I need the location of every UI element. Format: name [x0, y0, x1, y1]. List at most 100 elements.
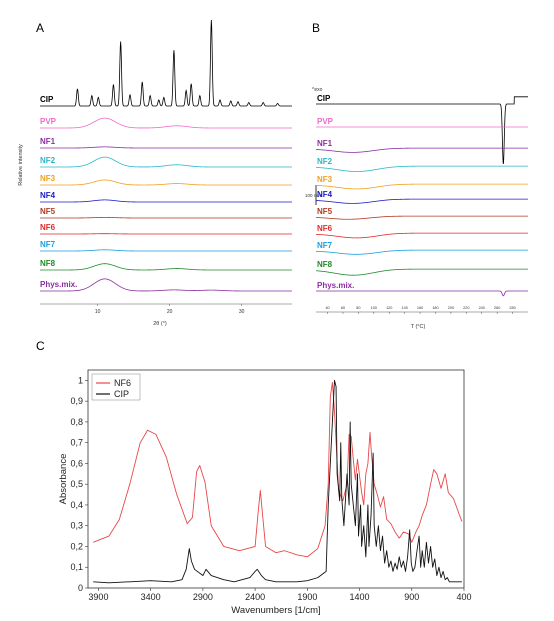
panel-letter-a: A [36, 21, 44, 35]
panel-c-y-tick-label: 0,5 [70, 479, 83, 489]
panel-c-x-tick-label: 3400 [141, 592, 161, 602]
panel-a-trace-physmix [40, 278, 292, 292]
panel-c-y-tick-label: 1 [78, 375, 83, 385]
panel-c-x-tick-label: 2400 [245, 592, 265, 602]
panel-b-label-nf8: NF8 [317, 260, 333, 269]
panel-a-label-nf4: NF4 [40, 191, 56, 200]
panel-b-trace-cip [316, 96, 528, 165]
panel-a-trace-nf1 [40, 146, 292, 149]
panel-c-x-tick-label: 900 [404, 592, 419, 602]
panel-c-plot-frame [87, 369, 465, 589]
panel-a-trace-labels: CIP PVP NF1 NF2 NF3 NF4 NF5 NF6 NF7 NF8 Phys.mix. [40, 95, 77, 289]
panel-b-trace-nf7 [315, 249, 528, 255]
panel-b-label-nf4: NF4 [317, 190, 333, 199]
panel-a-x-tick-label: 10 [95, 309, 101, 315]
panel-a-trace-cip [40, 19, 292, 107]
panel-c-legend-label-cip: CIP [114, 389, 129, 399]
panel-b-label-nf2: NF2 [317, 157, 333, 166]
panel-a-label-cip: CIP [40, 95, 54, 104]
panel-a-trace-pvp [40, 117, 292, 129]
panel-c-y-label: Absorbance [58, 454, 69, 505]
panel-a-traces [40, 19, 292, 292]
panel-b-x-label: T (°C) [411, 324, 426, 330]
panel-a-xrpd: 10 20 30 CIP PVP NF1 NF2 NF3 NF4 NF5 NF6 NF7 NF8 Phy… [18, 19, 292, 327]
panel-b-x-tick-label: 200 [448, 306, 454, 310]
panel-b-x-ticks: 40 60 80 100 120 140 160 180 200 220 240 260 280 [325, 306, 516, 314]
panel-b-trace-nf4 [315, 198, 528, 204]
panel-c-y-tick-label: 0,8 [70, 417, 83, 427]
panel-b-x-tick-label: 220 [463, 306, 469, 310]
panel-a-label-nf2: NF2 [40, 156, 56, 165]
panel-b-label-nf6: NF6 [317, 224, 333, 233]
panel-a-trace-nf2 [40, 156, 292, 168]
panel-letter-c: C [36, 339, 45, 353]
panel-b-exo-label: ^exo [312, 87, 323, 93]
panel-a-label-pvp: PVP [40, 117, 57, 126]
panel-a-trace-nf7 [40, 249, 292, 252]
panel-c-x-tick-label: 400 [456, 592, 471, 602]
panel-b-label-physmix: Phys.mix. [317, 281, 354, 290]
panel-a-x-tick-label: 20 [167, 309, 173, 315]
panel-b-x-tick-label: 60 [341, 306, 345, 310]
panel-a-label-physmix: Phys.mix. [40, 280, 77, 289]
panel-a-label-nf7: NF7 [40, 240, 56, 249]
panel-a-label-nf3: NF3 [40, 174, 56, 183]
panel-b-trace-labels: CIP PVP NF1 NF2 NF3 NF4 NF5 NF6 NF7 NF8 Phys.mix. [317, 94, 354, 290]
panel-b-trace-nf2 [315, 165, 528, 172]
panel-b-x-tick-label: 180 [432, 306, 438, 310]
panel-b-label-nf7: NF7 [317, 241, 333, 250]
panel-a-label-nf5: NF5 [40, 207, 56, 216]
panel-c-y-tick-label: 0 [78, 583, 83, 593]
panel-c-x-tick-label: 1400 [350, 592, 370, 602]
panel-a-trace-nf5 [40, 217, 292, 219]
panel-c-legend-label-nf6: NF6 [114, 378, 131, 388]
panel-c-y-tick-label: 0,2 [70, 541, 83, 551]
panel-b-x-tick-label: 260 [494, 306, 500, 310]
panel-b-trace-nf1 [315, 147, 528, 153]
panel-b-label-cip: CIP [317, 94, 331, 103]
panel-a-label-nf1: NF1 [40, 137, 56, 146]
panel-a-x-ticks: 10 20 30 [95, 304, 245, 315]
panel-b-x-tick-label: 140 [401, 306, 407, 310]
panel-c-ftir: 0 0,1 0,2 0,3 0,4 0,5 0,6 0,7 0,8 0,9 1 3900 3400 290… [58, 369, 472, 616]
panel-c-y-tick-label: 0,3 [70, 521, 83, 531]
panel-b-traces [315, 96, 528, 297]
panel-b-x-tick-label: 40 [325, 306, 329, 310]
panel-c-y-tick-label: 0,1 [70, 562, 83, 572]
panel-a-trace-nf4 [40, 199, 292, 203]
panel-c-x-label: Wavenumbers [1/cm] [231, 605, 320, 616]
panel-b-x-tick-label: 240 [479, 306, 485, 310]
panel-b-label-nf1: NF1 [317, 139, 333, 148]
panel-c-traces [93, 379, 463, 584]
panel-c-legend-box [91, 373, 141, 401]
panel-b-x-tick-label: 80 [356, 306, 360, 310]
panel-b-label-nf5: NF5 [317, 207, 333, 216]
panel-c-ticks: 0 0,1 0,2 0,3 0,4 0,5 0,6 0,7 0,8 0,9 1 3900 3400 290… [70, 375, 471, 602]
panel-b-trace-physmix [316, 290, 528, 297]
panel-b-label-pvp: PVP [317, 117, 334, 126]
panel-b-x-tick-label: 120 [386, 306, 392, 310]
panel-c-y-tick-label: 0,4 [70, 500, 83, 510]
panel-a-trace-nf3 [40, 179, 292, 186]
panel-c-trace-cip [93, 379, 462, 584]
panel-c-y-tick-label: 0,9 [70, 396, 83, 406]
panel-c-x-tick-label: 2900 [193, 592, 213, 602]
panel-b-scale-bar-label: 100 mW [305, 193, 323, 198]
panel-b-x-tick-label: 280 [509, 306, 515, 310]
panel-letter-b: B [312, 21, 320, 35]
panel-c-y-tick-label: 0,6 [70, 458, 83, 468]
panel-a-y-label: Relative intensity [18, 144, 24, 186]
panel-c-trace-nf6 [93, 382, 463, 558]
panel-b-x-tick-label: 160 [417, 306, 423, 310]
panel-b-dsc: ^exo 100 mW 40 60 80 100 120 140 160 180 200 220 2… [305, 87, 528, 330]
panel-a-x-label: 2θ (°) [153, 321, 167, 327]
panel-b-trace-nf5 [315, 215, 528, 220]
panel-c-x-tick-label: 1900 [297, 592, 317, 602]
panel-b-x-tick-label: 100 [371, 306, 377, 310]
panel-b-trace-nf8 [315, 268, 528, 276]
panel-a-x-tick-label: 30 [239, 309, 245, 315]
panel-c-x-tick-label: 3900 [88, 592, 108, 602]
panel-b-label-nf3: NF3 [317, 175, 333, 184]
